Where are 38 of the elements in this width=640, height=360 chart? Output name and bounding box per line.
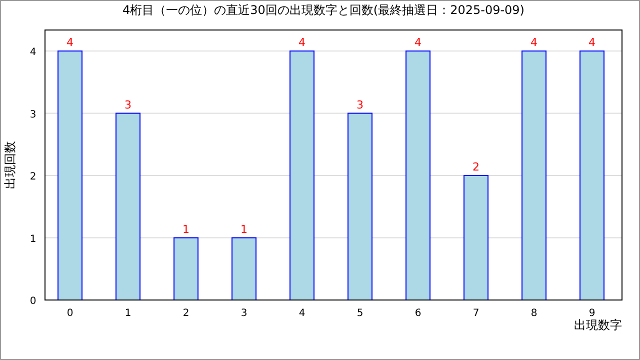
bar: [290, 50, 314, 300]
chart-title: 4桁目（一の位）の直近30回の出現数字と回数(最終抽選日：2025-09-09): [122, 3, 525, 17]
data-label: 3: [124, 98, 132, 112]
y-tick-label: 4: [30, 47, 36, 58]
bar: [464, 175, 488, 300]
bar: [406, 50, 430, 300]
x-tick-label: 9: [588, 308, 596, 319]
data-label: 1: [182, 222, 190, 236]
data-label: 4: [530, 36, 538, 49]
bar: [580, 50, 604, 300]
data-label: 4: [298, 36, 306, 49]
x-tick-label: 5: [356, 308, 364, 319]
data-label: 1: [240, 222, 248, 236]
x-tick-label: 3: [240, 308, 248, 319]
y-tick-label: 1: [30, 234, 36, 245]
data-label: 4: [66, 36, 74, 49]
x-axis-title: 出現数字: [574, 318, 622, 332]
y-tick-label: 2: [30, 172, 36, 182]
bar: [232, 237, 256, 300]
data-label: 4: [414, 36, 422, 49]
x-tick-label: 1: [124, 308, 132, 319]
y-tick-label: 3: [30, 109, 36, 120]
data-label: 3: [356, 98, 364, 112]
bar: [58, 50, 82, 300]
x-tick-label: 7: [472, 308, 480, 319]
y-axis-title: 出現回数: [3, 141, 17, 189]
x-tick-label: 4: [298, 308, 306, 319]
bar: [348, 112, 372, 300]
x-tick-label: 6: [414, 308, 422, 319]
y-tick-label: 0: [30, 296, 36, 307]
x-tick-label: 8: [530, 308, 538, 319]
bar: [116, 112, 140, 300]
data-label: 4: [588, 36, 596, 49]
x-tick-label: 0: [66, 308, 74, 319]
data-label: 2: [472, 160, 480, 174]
bar: [522, 50, 546, 300]
bar: [174, 237, 198, 300]
x-tick-label: 2: [182, 308, 190, 319]
